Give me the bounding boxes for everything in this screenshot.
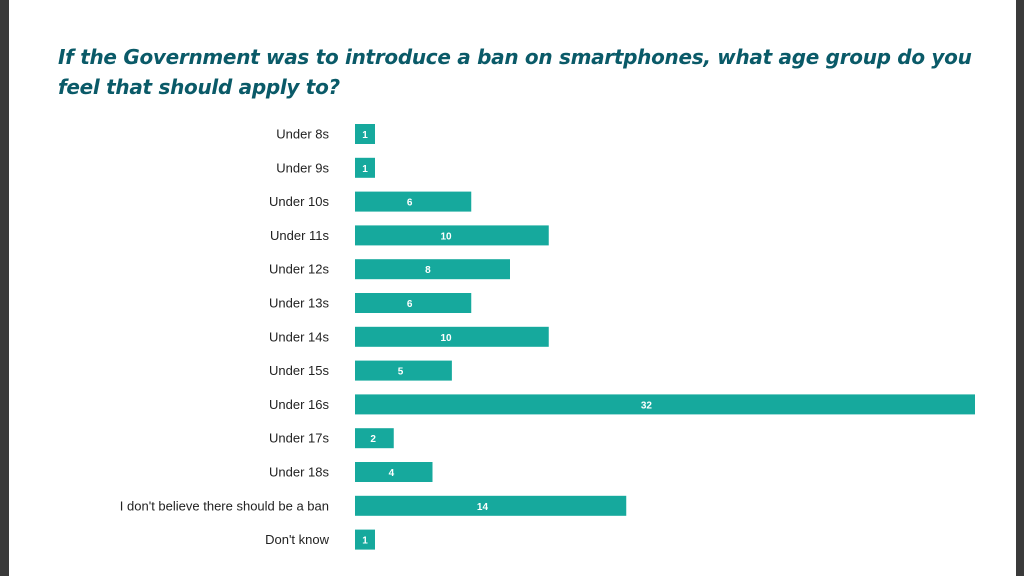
bar [355,259,510,280]
bar [355,157,375,178]
chart-title: If the Government was to introduce a ban… [58,45,972,99]
value-label: 1 [362,536,368,547]
bar [355,529,375,550]
category-label: Under 14s [269,329,329,344]
category-label: Under 12s [269,262,329,277]
value-label: 14 [477,502,489,513]
value-label: 1 [362,164,368,175]
category-label: Don't know [265,532,330,547]
bar [355,326,549,347]
bar [355,495,627,516]
category-label: Under 15s [269,363,329,378]
left-edge-border [0,0,9,576]
value-label: 2 [370,434,376,445]
category-label: Under 9s [276,160,329,175]
value-label: 4 [389,468,395,479]
value-label: 1 [362,130,368,141]
category-label: Under 10s [269,194,329,209]
value-label: 10 [441,231,453,242]
value-label: 6 [407,299,413,310]
value-label: 6 [407,198,413,209]
bar [355,394,975,415]
category-label: Under 11s [270,228,330,243]
category-label: I don't believe there should be a ban [120,498,329,513]
bar [355,225,549,246]
value-label: 5 [398,367,404,378]
bar [355,293,472,313]
value-label: 10 [441,333,453,344]
category-label: Under 8s [276,127,329,142]
category-label: Under 17s [269,431,329,446]
value-label: 32 [641,400,653,411]
right-edge-border [1016,0,1024,576]
bar [355,124,375,144]
value-label: 8 [425,265,431,276]
bar [355,462,433,482]
category-label: Under 18s [269,465,329,480]
category-label: Under 16s [269,397,329,412]
category-label: Under 13s [269,296,329,311]
bar [355,428,394,449]
bar [355,360,452,381]
bar [355,191,472,212]
